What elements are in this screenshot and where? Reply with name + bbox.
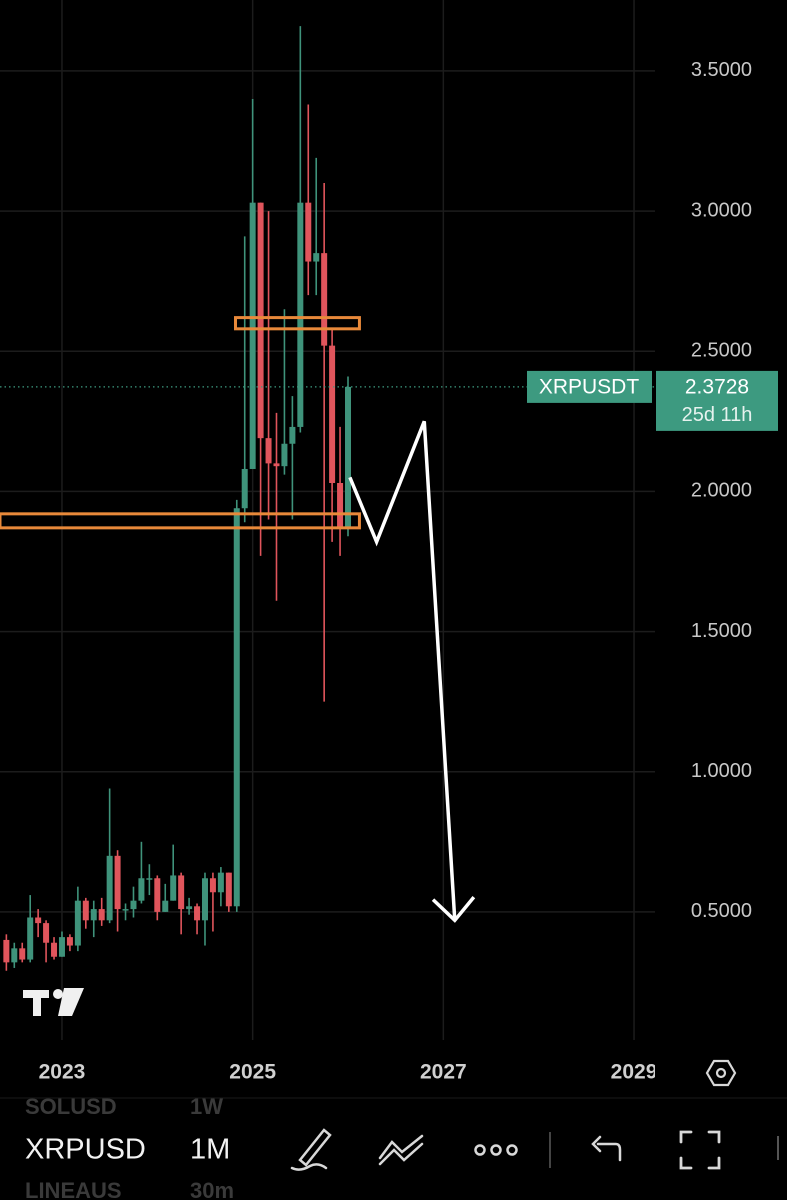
candle-body (43, 923, 50, 943)
candle-body (201, 878, 208, 921)
candle-body (51, 942, 58, 957)
candle-body (249, 202, 256, 469)
candle-body (114, 855, 121, 910)
y-tick-label: 1.0000 (691, 760, 752, 782)
candle-body (225, 872, 232, 907)
candle-body (178, 875, 185, 910)
zone (0, 512, 361, 530)
candle-body (58, 937, 65, 957)
more-icon[interactable] (474, 1144, 518, 1156)
candle-body (35, 917, 42, 924)
candle-body (154, 878, 161, 912)
candle-body (82, 900, 89, 921)
y-tick-label: 3.5000 (691, 59, 752, 81)
y-tick-label: 3.0000 (691, 199, 752, 221)
candle-body (19, 948, 26, 960)
candle-body (209, 878, 216, 893)
plot-area (0, 26, 655, 971)
candle-body (146, 878, 153, 880)
fullscreen-icon[interactable] (679, 1130, 721, 1170)
y-tick-label: 2.5000 (691, 340, 752, 362)
candle-body (138, 878, 145, 901)
candle-body (27, 917, 34, 960)
next-interval[interactable]: 30m (190, 1178, 234, 1200)
interval[interactable]: 1M (190, 1134, 230, 1166)
candle-body (273, 463, 280, 467)
logo (23, 988, 84, 1016)
candle-body (329, 345, 336, 483)
settings-icon[interactable] (705, 1059, 737, 1087)
candle-body (233, 508, 240, 907)
candle-body (106, 855, 113, 921)
candle-body (313, 253, 320, 262)
next-symbol[interactable]: LINEAUS (25, 1178, 122, 1200)
draw-icon[interactable] (290, 1128, 332, 1171)
price-tag (656, 370, 778, 431)
prev-symbol[interactable]: SOLUSD (25, 1094, 117, 1119)
candle-body (74, 900, 81, 946)
grid (0, 0, 655, 1040)
candle-body (11, 948, 18, 963)
candle-body (337, 482, 344, 528)
price-tag-value: 2.3728 (685, 375, 749, 398)
y-tick-label: 2.0000 (691, 480, 752, 502)
prev-interval[interactable]: 1W (190, 1094, 223, 1119)
x-tick-label: 2027 (420, 1061, 467, 1084)
undo-icon[interactable] (591, 1135, 622, 1162)
candle-body (281, 443, 288, 467)
price-tag-countdown: 25d 11h (682, 404, 753, 426)
candle-body (194, 906, 201, 921)
x-tick-label: 2029 (611, 1061, 658, 1084)
candle-body (305, 202, 312, 262)
axes: 0.5000 1.0000 1.5000 2.0000 2.5000 3.0000 3.50… (39, 59, 778, 1084)
candle-body (217, 872, 224, 893)
candle-body (170, 875, 177, 901)
candle-body (3, 939, 10, 963)
toolbar: SOLUSD 1W XRPUSD 1M LINEAUS 30m (25, 1094, 779, 1200)
x-tick-label: 2023 (39, 1061, 86, 1084)
arrow-head (431, 896, 476, 923)
indicators-icon[interactable] (378, 1134, 424, 1166)
candle-body (122, 909, 129, 911)
candle-body (321, 253, 328, 346)
candle-body (130, 900, 137, 910)
symbol-tag-label: XRPUSDT (539, 375, 640, 398)
candle-body (344, 386, 351, 528)
candle-body (241, 468, 248, 509)
symbol-tag (527, 370, 652, 403)
y-tick-label: 1.5000 (691, 620, 752, 642)
x-tick-label: 2025 (229, 1061, 276, 1084)
candle-body (66, 937, 73, 946)
candle-body (289, 426, 296, 444)
candle-body (257, 202, 264, 439)
candle-body (265, 438, 272, 464)
candle-body (90, 909, 97, 921)
symbol[interactable]: XRPUSD (25, 1134, 146, 1166)
y-tick-label: 0.5000 (691, 900, 752, 922)
zone (233, 316, 361, 331)
candle-body (162, 900, 169, 912)
candle-body (186, 906, 193, 910)
candle-body (98, 909, 105, 921)
projection-path (348, 420, 457, 921)
x-axis: 2023 2025 2027 2029 (39, 1061, 658, 1084)
candle-body (297, 202, 304, 427)
